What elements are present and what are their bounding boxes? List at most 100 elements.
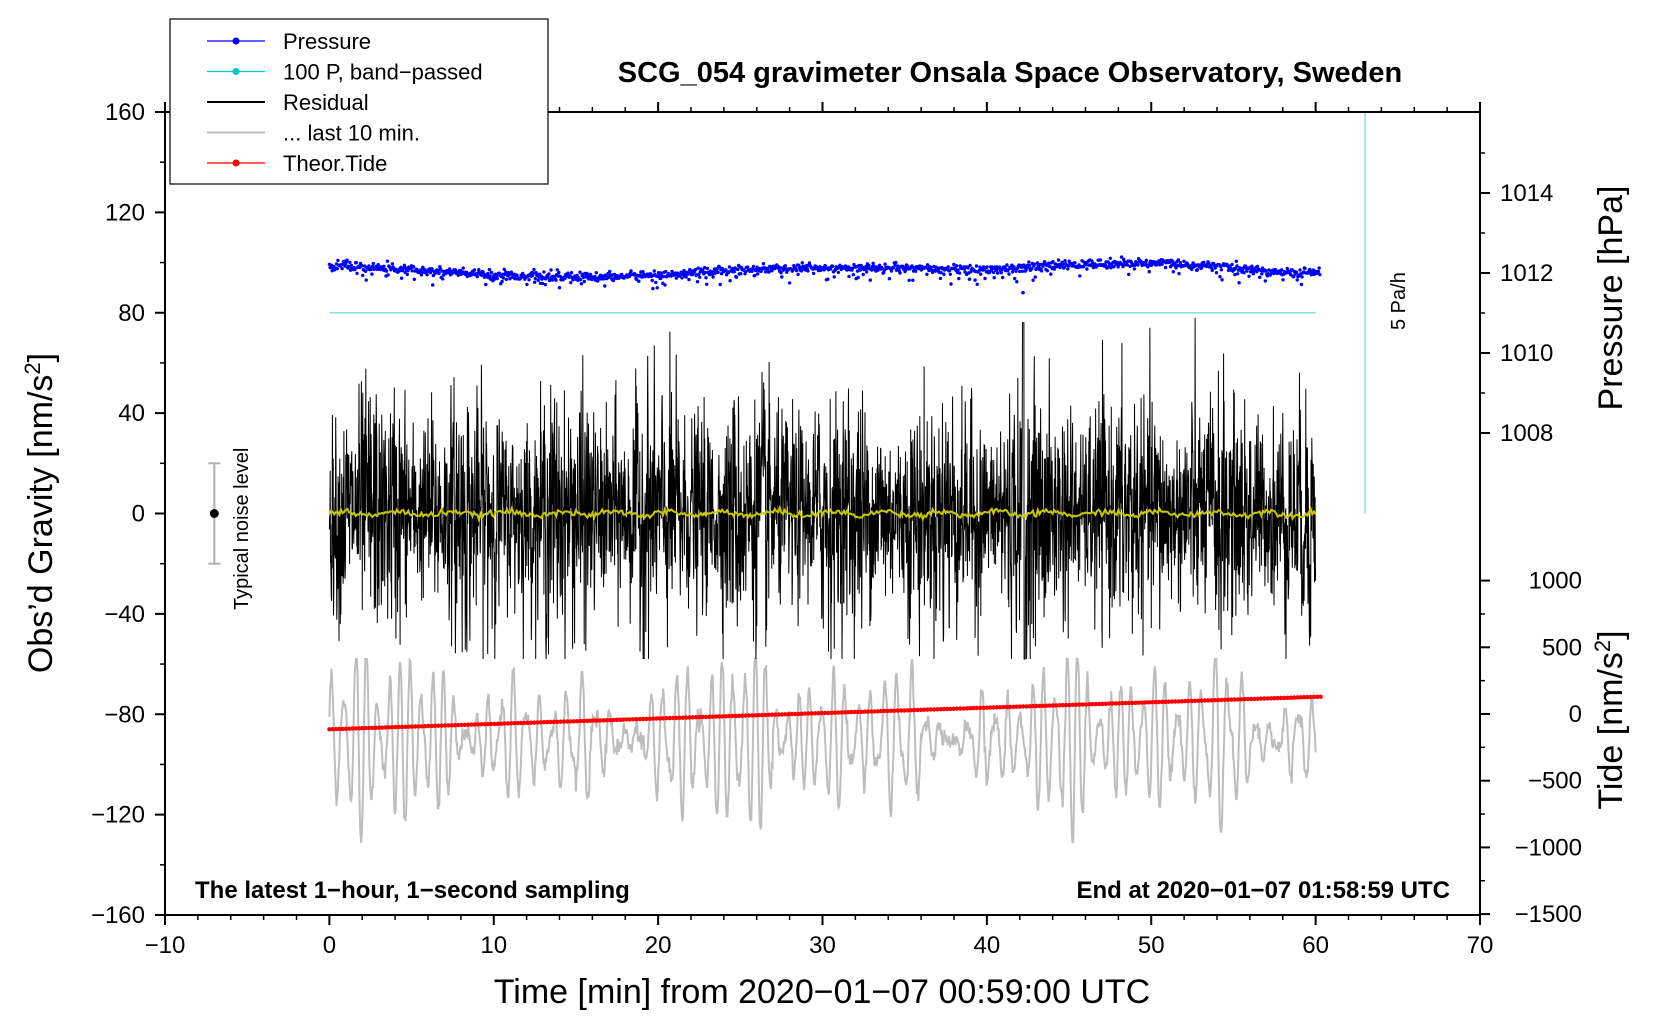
pressure-point [1127, 272, 1131, 277]
tide-point [337, 726, 342, 732]
tide-point [406, 724, 411, 729]
pressure-point [335, 267, 339, 271]
pressure-point [489, 270, 494, 275]
pressure-point [1005, 263, 1009, 267]
pressure-point [525, 282, 529, 287]
tide-point [812, 711, 818, 716]
tide-point [1295, 695, 1300, 700]
tide-point [849, 709, 854, 715]
tide-point [409, 724, 415, 729]
pressure-point [806, 269, 810, 273]
pressure-point [948, 272, 952, 276]
tide-point [1110, 701, 1115, 706]
tide-point [429, 723, 434, 729]
tide-point [1001, 704, 1006, 710]
pressure-point [1247, 274, 1251, 278]
pressure-point [967, 277, 972, 281]
scale-bar-label: 5 Pa/h [1388, 272, 1410, 330]
pressure-point [780, 275, 784, 279]
pressure-point [695, 280, 700, 284]
pressure-point [898, 271, 902, 275]
x-tick-label: 10 [480, 932, 507, 959]
pressure-point [703, 270, 707, 275]
pressure-point [472, 268, 477, 272]
pressure-point [1245, 269, 1249, 273]
pressure-point [533, 276, 538, 281]
tide-point [1311, 694, 1317, 700]
pressure-point [861, 272, 865, 277]
legend-item: Pressure [207, 29, 371, 54]
pressure-point [991, 270, 996, 275]
pressure-point [883, 262, 887, 266]
pressure-point [360, 264, 364, 268]
tide-axis-label: Tide [nm/s2] [1590, 630, 1630, 809]
tide-point [1219, 697, 1224, 703]
pressure-point [655, 286, 659, 290]
pressure-point [696, 266, 700, 270]
tide-point [1176, 699, 1181, 704]
tide-point [1199, 698, 1204, 703]
y-tick-label: 0 [132, 501, 145, 528]
tide-point [740, 713, 745, 718]
tide-point [1153, 699, 1158, 705]
tide-point [347, 726, 352, 731]
pressure-point [1125, 263, 1130, 267]
tide-point [799, 711, 804, 716]
tide-point [657, 716, 662, 721]
pressure-point [719, 272, 724, 276]
tide-point [621, 717, 626, 722]
tide-point [961, 706, 966, 711]
tide-point [1067, 702, 1072, 708]
tide-point [971, 705, 976, 711]
pressure-point [1119, 255, 1124, 259]
pressure-point [1153, 260, 1157, 264]
tide-point [512, 721, 517, 726]
pressure-point [461, 266, 465, 270]
tide-point [710, 714, 715, 719]
tide-point [789, 711, 795, 717]
pressure-point [1198, 263, 1202, 267]
pressure-point [475, 274, 479, 279]
pressure-point [911, 278, 915, 282]
pressure-point [756, 272, 760, 276]
tide-point [1087, 702, 1092, 707]
tide-point [631, 717, 636, 722]
pressure-point [744, 269, 748, 274]
pressure-point [411, 265, 416, 269]
tide-point [994, 705, 999, 710]
tide-point [439, 723, 444, 728]
pressure-point [385, 269, 389, 273]
tide-point [541, 720, 547, 725]
tide-point [1156, 699, 1161, 705]
tide-point [988, 705, 993, 710]
pressure-point [942, 272, 946, 276]
pressure-point [1062, 265, 1067, 269]
tide-point [647, 716, 653, 721]
tide-point [915, 707, 920, 713]
pressure-point [1085, 267, 1089, 271]
pressure-point [831, 264, 835, 268]
tide-point [370, 725, 375, 731]
pressure-point [966, 266, 970, 270]
tide-point [878, 708, 884, 714]
tide-point [697, 714, 702, 720]
tide-point [1308, 694, 1313, 700]
pressure-point [826, 277, 830, 281]
pressure-point [1027, 260, 1031, 264]
tide-point [700, 714, 705, 720]
pressure-point [800, 261, 804, 265]
y-tick-label: −120 [91, 802, 145, 829]
tide-point [634, 717, 639, 722]
pressure-point [1136, 263, 1140, 267]
x-tick-label: 0 [323, 932, 336, 959]
tide-point [1120, 701, 1125, 706]
tide-point [1037, 703, 1042, 709]
tide-point [1106, 701, 1112, 706]
pressure-point [717, 265, 722, 269]
pressure-point [509, 270, 513, 274]
pressure-point [557, 270, 561, 275]
pressure-point [1207, 261, 1211, 265]
legend-swatch-marker [232, 37, 240, 45]
pressure-point [767, 270, 771, 274]
pressure-point [422, 267, 426, 271]
